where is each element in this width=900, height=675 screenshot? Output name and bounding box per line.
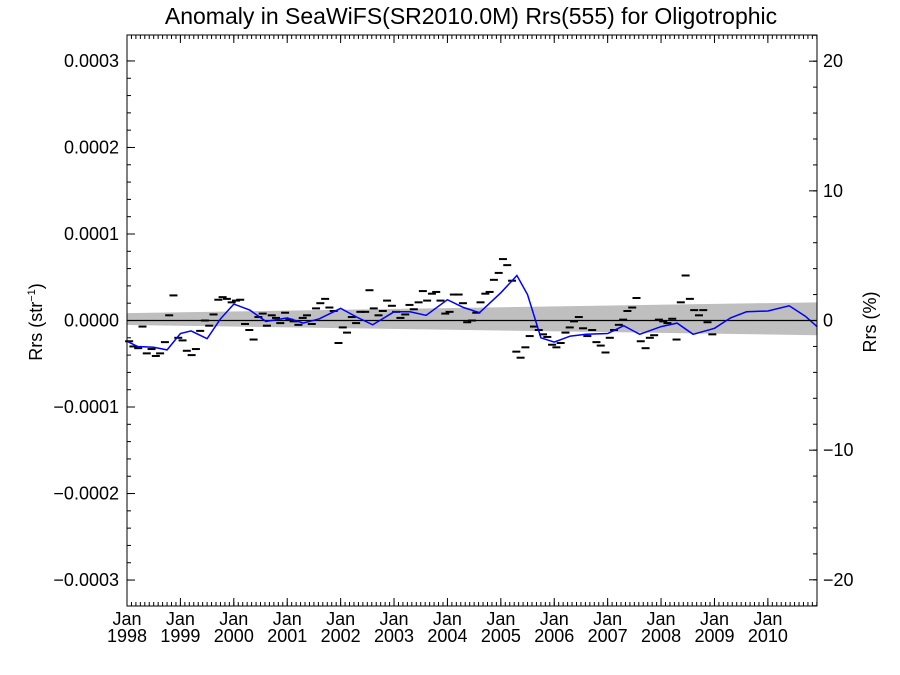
x-tick-month: Jan bbox=[486, 609, 515, 629]
y2-tick-label: 10 bbox=[823, 181, 843, 201]
y-axis-label-main: Rrs (str bbox=[26, 302, 46, 361]
x-tick-year: 2010 bbox=[748, 626, 788, 646]
chart-title: Anomaly in SeaWiFS(SR2010.0M) Rrs(555) f… bbox=[165, 3, 777, 29]
x-tick-month: Jan bbox=[112, 609, 141, 629]
y2-tick-label: −10 bbox=[823, 440, 854, 460]
x-tick-year: 2002 bbox=[321, 626, 361, 646]
y-tick-label: 0.0002 bbox=[64, 137, 119, 157]
x-tick-year: 2004 bbox=[427, 626, 467, 646]
x-tick-year: 2006 bbox=[534, 626, 574, 646]
x-tick-year: 2005 bbox=[481, 626, 521, 646]
monthly-anomaly-markers bbox=[125, 258, 717, 359]
confidence-band-layer bbox=[127, 302, 817, 336]
y-tick-label: −0.0002 bbox=[53, 484, 119, 504]
y-tick-label: 0.0000 bbox=[64, 311, 119, 331]
x-tick-year: 2000 bbox=[214, 626, 254, 646]
y2-axis-label: Rrs (%) bbox=[860, 292, 880, 353]
y-tick-label: −0.0003 bbox=[53, 570, 119, 590]
mean-line bbox=[126, 274, 818, 351]
x-tick-month: Jan bbox=[700, 609, 729, 629]
x-tick-month: Jan bbox=[219, 609, 248, 629]
x-tick-year: 1999 bbox=[160, 626, 200, 646]
x-tick-year: 2008 bbox=[641, 626, 681, 646]
y-axis-label: Rrs (str−1) bbox=[26, 283, 46, 361]
x-axis-ticks: Jan1998Jan1999Jan2000Jan2001Jan2002Jan20… bbox=[107, 35, 818, 646]
x-tick-month: Jan bbox=[753, 609, 782, 629]
left-axis-ticks: 0.0003 0.0002 0.0001 0.0000 −0.0001 −0.0002 −0… bbox=[53, 51, 135, 590]
y2-tick-label: 0 bbox=[823, 311, 833, 331]
x-tick-year: 2001 bbox=[267, 626, 307, 646]
y-tick-label: 0.0001 bbox=[64, 224, 119, 244]
y-tick-label: 0.0003 bbox=[64, 51, 119, 71]
mean-line-layer bbox=[126, 274, 818, 351]
x-tick-month: Jan bbox=[647, 609, 676, 629]
x-tick-year: 2003 bbox=[374, 626, 414, 646]
x-tick-month: Jan bbox=[273, 609, 302, 629]
x-tick-month: Jan bbox=[593, 609, 622, 629]
y-axis-label-superscript: −1 bbox=[26, 289, 38, 302]
right-axis-ticks: 20 10 0 −10 −20 bbox=[809, 34, 854, 607]
x-tick-month: Jan bbox=[433, 609, 462, 629]
x-tick-month: Jan bbox=[380, 609, 409, 629]
y-axis-label-close: ) bbox=[26, 283, 46, 289]
x-tick-year: 1998 bbox=[107, 626, 147, 646]
x-tick-year: 2009 bbox=[694, 626, 734, 646]
x-tick-month: Jan bbox=[540, 609, 569, 629]
x-tick-month: Jan bbox=[326, 609, 355, 629]
x-tick-year: 2007 bbox=[588, 626, 628, 646]
y2-tick-label: 20 bbox=[823, 51, 843, 71]
confidence-band bbox=[127, 302, 817, 336]
y2-tick-label: −20 bbox=[823, 570, 854, 590]
x-tick-month: Jan bbox=[166, 609, 195, 629]
y-tick-label: −0.0001 bbox=[53, 397, 119, 417]
